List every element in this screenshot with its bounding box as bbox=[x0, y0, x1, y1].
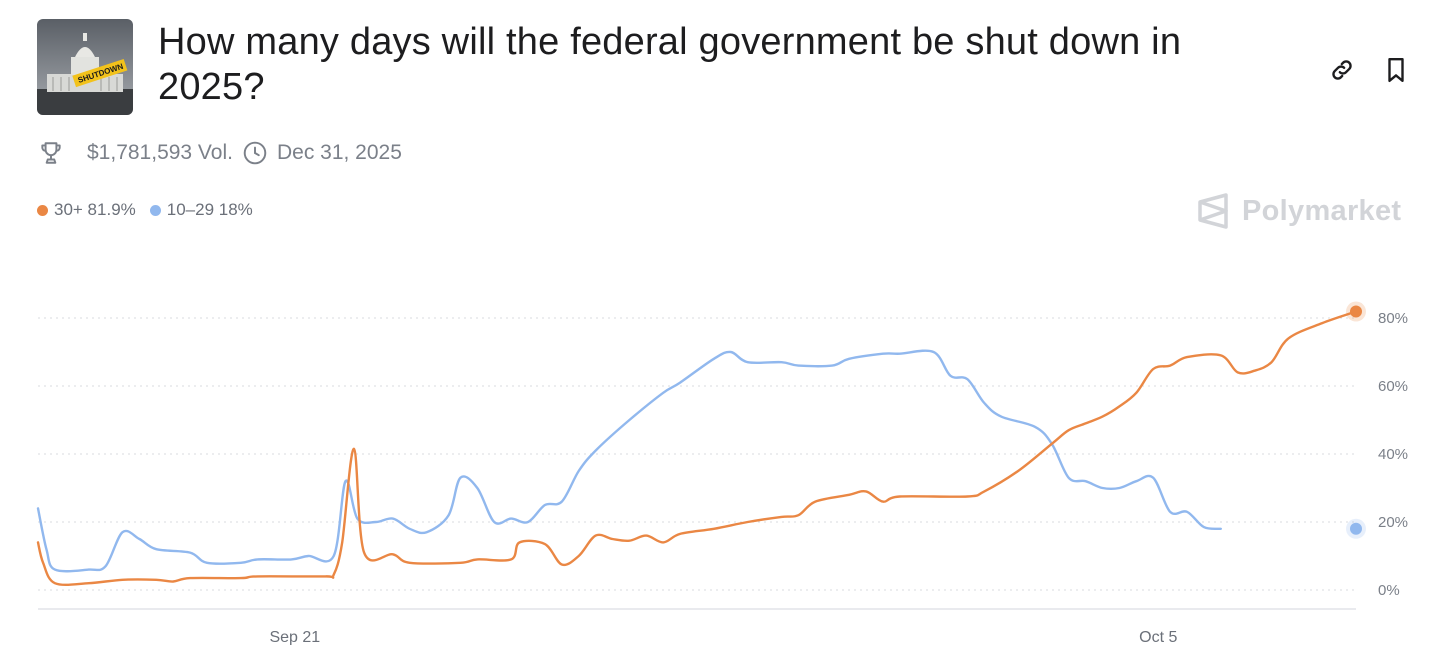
volume-text: $1,781,593 Vol. bbox=[87, 141, 233, 164]
trophy-icon bbox=[37, 139, 65, 167]
copy-link-button[interactable] bbox=[1326, 54, 1358, 86]
brand-name: Polymarket bbox=[1242, 194, 1402, 227]
clock-icon bbox=[241, 139, 269, 167]
legend-label: 10–29 18% bbox=[166, 200, 253, 219]
y-tick-label: 40% bbox=[1378, 446, 1408, 463]
y-tick-label: 80% bbox=[1378, 310, 1408, 327]
bookmark-button[interactable] bbox=[1380, 54, 1412, 86]
market-thumbnail: SHUTDOWN bbox=[37, 19, 133, 115]
market-meta: $1,781,593 Vol. Dec 31, 2025 bbox=[37, 139, 402, 167]
legend-dot-blue bbox=[149, 204, 161, 216]
market-title: How many days will the federal governmen… bbox=[158, 21, 1182, 108]
endpoint-dot-30 bbox=[1350, 305, 1362, 318]
legend-item-30-plus: 30+ 81.9% bbox=[37, 200, 136, 220]
y-tick-label: 0% bbox=[1378, 582, 1400, 599]
endpoint-dot-10-29 bbox=[1350, 522, 1362, 535]
y-tick-label: 20% bbox=[1378, 514, 1408, 531]
end-date-text: Dec 31, 2025 bbox=[276, 141, 402, 164]
legend-item-10-29: 10–29 18% bbox=[149, 200, 253, 220]
polymarket-logo-icon bbox=[1198, 193, 1228, 229]
chart-legend: 30+ 81.9% 10–29 18% bbox=[37, 200, 253, 220]
header-actions bbox=[1326, 54, 1412, 86]
x-tick-label: Sep 21 bbox=[269, 629, 320, 645]
capitol-shutdown-image: SHUTDOWN bbox=[37, 19, 133, 115]
legend-dot-orange bbox=[37, 204, 48, 216]
x-tick-label: Oct 5 bbox=[1139, 629, 1177, 645]
y-tick-label: 60% bbox=[1378, 378, 1408, 395]
series-line-30 bbox=[36, 310, 1358, 587]
polymarket-watermark: Polymarket bbox=[1196, 192, 1401, 230]
series-line-10-29 bbox=[36, 349, 1222, 573]
legend-label: 30+ 81.9% bbox=[54, 200, 136, 219]
link-icon bbox=[1332, 60, 1352, 80]
bookmark-icon bbox=[1388, 57, 1404, 83]
